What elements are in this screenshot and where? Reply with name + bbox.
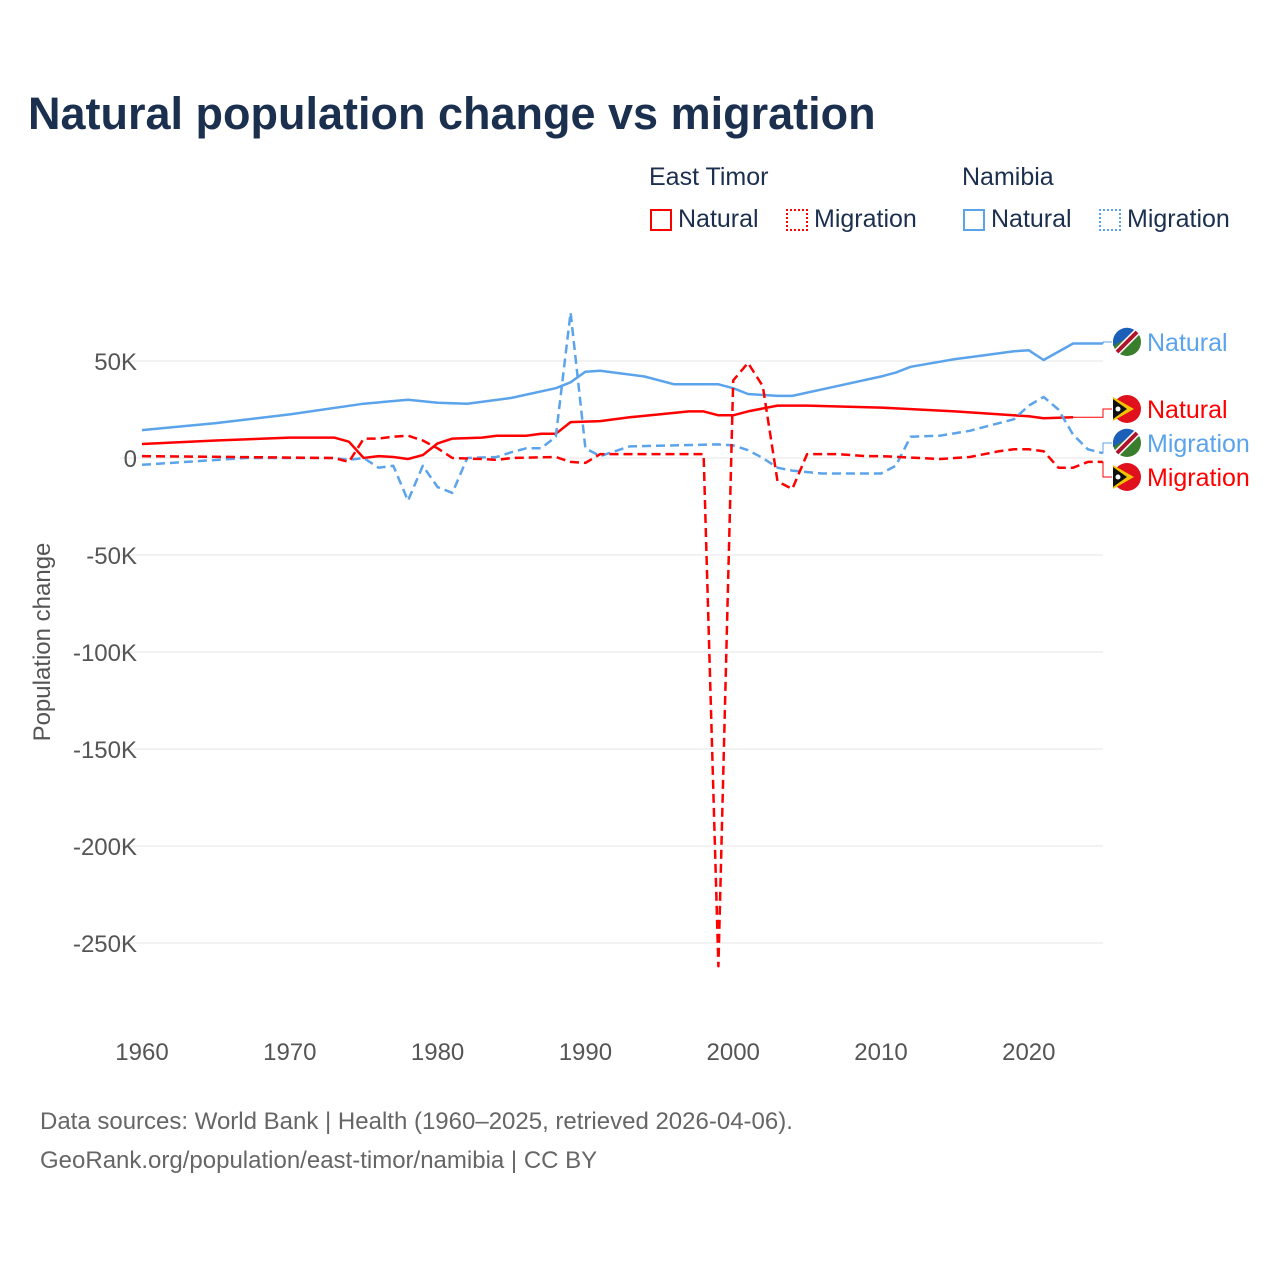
y-axis-label: Population change [29, 543, 56, 742]
legend-label: Natural [678, 205, 759, 233]
legend-na-natural[interactable]: Natural [963, 205, 1072, 234]
legend-label: Migration [1127, 205, 1230, 233]
legend-et-migration[interactable]: Migration [786, 205, 917, 234]
x-tick-label: 2020 [1002, 1039, 1055, 1066]
end-label: Migration [1147, 430, 1250, 458]
x-tick-label: 2010 [854, 1039, 907, 1066]
y-tick-label: -200K [73, 834, 137, 861]
end-label-connector [1102, 341, 1112, 345]
legend-group-east-timor: East Timor [649, 163, 769, 191]
footer-sources: Data sources: World Bank | Health (1960–… [40, 1108, 793, 1135]
legend-et-natural[interactable]: Natural [650, 205, 759, 234]
legend-label: Migration [814, 205, 917, 233]
end-label-connector [1102, 461, 1112, 478]
end-label: Migration [1147, 464, 1250, 492]
x-tick-label: 1970 [263, 1039, 316, 1066]
legend-label: Natural [991, 205, 1072, 233]
y-tick-label: 0 [124, 446, 137, 473]
legend-group-namibia: Namibia [962, 163, 1054, 191]
legend-swatch [1099, 208, 1121, 231]
legend-swatch [786, 208, 808, 231]
y-tick-label: 50K [94, 349, 137, 376]
y-tick-label: -150K [73, 737, 137, 764]
chart-title: Natural population change vs migration [28, 88, 876, 139]
east-timor-flag-icon [1113, 463, 1141, 491]
legend-swatch [963, 208, 985, 231]
x-tick-label: 1990 [559, 1039, 612, 1066]
end-label: Natural [1147, 396, 1228, 424]
plot-area: Population change 50K 0 -50K -100K -150K -200… [29, 311, 1250, 1066]
series-line-namibia-natural [141, 342, 1103, 432]
end-label-connector [1102, 442, 1112, 454]
legend-swatch [650, 208, 672, 231]
series-line-east-timor-natural [141, 404, 1074, 461]
x-tick-label: 1960 [115, 1039, 168, 1066]
y-tick-label: -100K [73, 640, 137, 667]
legend-na-migration[interactable]: Migration [1099, 205, 1230, 234]
x-tick-label: 1980 [411, 1039, 464, 1066]
x-tick-label: 2000 [707, 1039, 760, 1066]
y-tick-label: -50K [86, 543, 137, 570]
y-tick-label: -250K [73, 931, 137, 958]
series-line-namibia-migration [141, 311, 1104, 502]
footer-credit: GeoRank.org/population/east-timor/namibi… [40, 1147, 598, 1174]
namibia-flag-icon [1112, 327, 1141, 356]
east-timor-flag-icon [1113, 395, 1141, 423]
namibia-flag-icon [1112, 428, 1141, 457]
end-label-connector [1073, 408, 1112, 418]
end-label: Natural [1147, 329, 1228, 357]
series-line-east-timor-migration [141, 361, 1103, 968]
